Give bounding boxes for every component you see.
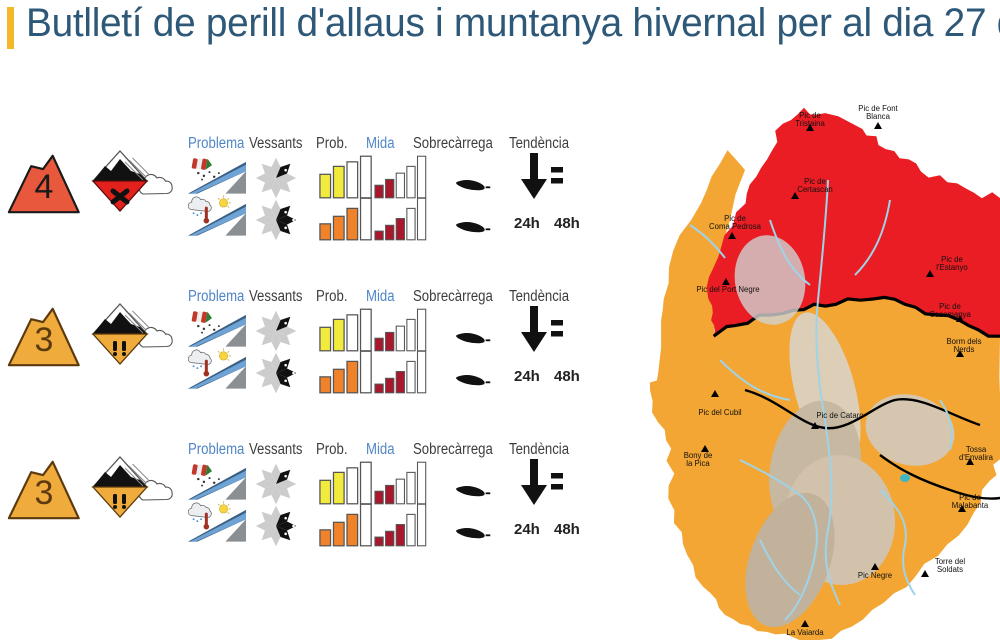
svg-text:Pic de Cataro: Pic de Cataro (816, 411, 864, 420)
svg-text:Blanca: Blanca (866, 112, 891, 121)
svg-text:Malabanta: Malabanta (952, 501, 989, 510)
svg-text:Nerds: Nerds (954, 345, 975, 354)
svg-text:Pic del Port Negre: Pic del Port Negre (696, 285, 759, 294)
svg-text:4: 4 (35, 168, 54, 206)
svg-text:la Pica: la Pica (686, 459, 710, 468)
svg-text:Tristaina: Tristaina (795, 119, 825, 128)
svg-text:3: 3 (35, 321, 54, 359)
svg-text:Pic del Cubil: Pic del Cubil (698, 408, 742, 417)
svg-text:Casamanya: Casamanya (929, 310, 971, 319)
svg-text:Soldats: Soldats (937, 565, 963, 574)
svg-text:3: 3 (35, 474, 54, 512)
svg-text:Pic Negre: Pic Negre (858, 571, 892, 580)
svg-text:La Vaiarda: La Vaiarda (786, 628, 824, 637)
svg-text:l'Estanyo: l'Estanyo (936, 263, 968, 272)
svg-text:d'Envalira: d'Envalira (959, 453, 994, 462)
svg-text:Coma Pedrosa: Coma Pedrosa (709, 222, 762, 231)
svg-text:Certascan: Certascan (797, 185, 833, 194)
